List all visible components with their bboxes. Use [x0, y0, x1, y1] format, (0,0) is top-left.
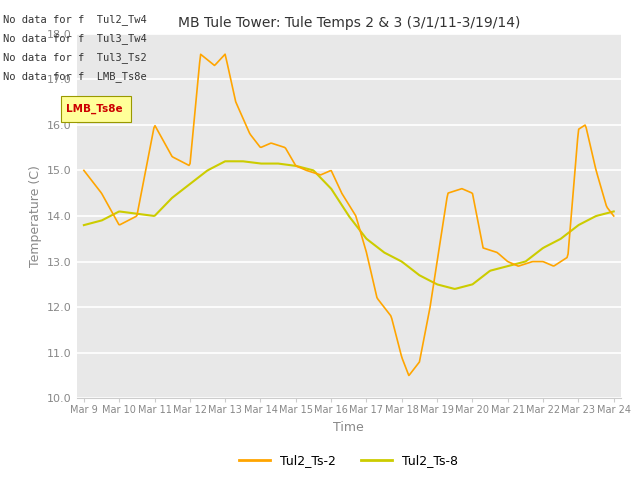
Text: No data for f  Tul3_Tw4: No data for f Tul3_Tw4	[3, 33, 147, 44]
Text: No data for f  Tul3_Ts2: No data for f Tul3_Ts2	[3, 52, 147, 63]
Text: No data for f  Tul2_Tw4: No data for f Tul2_Tw4	[3, 13, 147, 24]
Title: MB Tule Tower: Tule Temps 2 & 3 (3/1/11-3/19/14): MB Tule Tower: Tule Temps 2 & 3 (3/1/11-…	[178, 16, 520, 30]
Text: LMB_Ts8e: LMB_Ts8e	[66, 104, 122, 114]
Y-axis label: Temperature (C): Temperature (C)	[29, 165, 42, 267]
Text: No data for f  LMB_Ts8e: No data for f LMB_Ts8e	[3, 71, 147, 82]
X-axis label: Time: Time	[333, 421, 364, 434]
Legend: Tul2_Ts-2, Tul2_Ts-8: Tul2_Ts-2, Tul2_Ts-8	[234, 449, 463, 472]
